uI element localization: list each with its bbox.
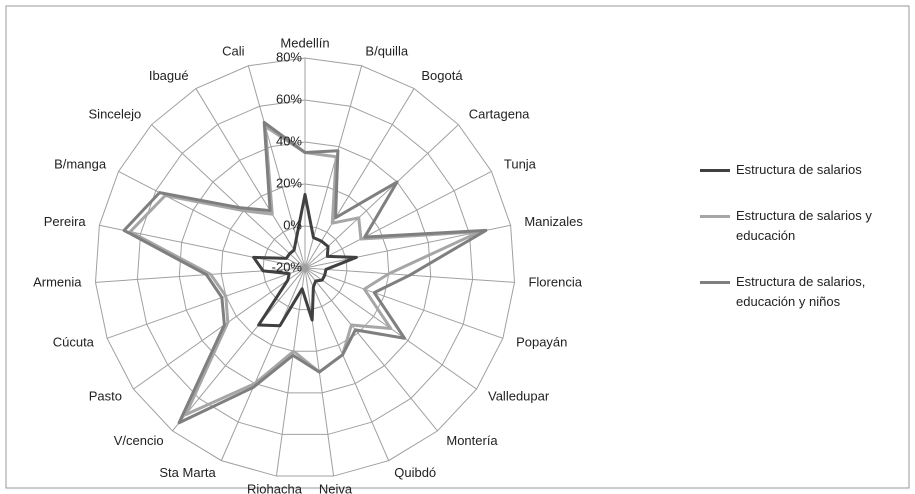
category-label: Pasto: [89, 389, 122, 404]
legend-label: Estructura de salarios: [736, 162, 862, 177]
category-label: B/manga: [54, 156, 107, 171]
spoke: [118, 170, 306, 269]
category-label: Medellín: [280, 35, 329, 50]
spoke: [304, 65, 363, 269]
spoke: [304, 267, 438, 432]
r-tick-label: 0%: [283, 217, 302, 232]
series-line: [252, 193, 358, 328]
spoke: [304, 124, 459, 269]
category-label: Popayán: [516, 334, 567, 349]
category-label: Sincelejo: [89, 107, 142, 122]
category-label: Montería: [446, 433, 498, 448]
category-label: Cartagena: [469, 107, 530, 122]
legend: Estructura de salarios Estructura de sala…: [700, 160, 905, 338]
category-label: Neiva: [319, 481, 353, 494]
legend-swatch: [700, 215, 730, 218]
spoke: [304, 170, 492, 269]
r-tick-label: 20%: [276, 175, 302, 190]
category-label: Valledupar: [488, 389, 550, 404]
spoke: [247, 65, 306, 269]
grid-ring: [94, 57, 516, 477]
spoke: [220, 267, 306, 461]
grid-ring: [136, 99, 474, 435]
spoke: [133, 267, 306, 390]
category-label: Cali: [222, 44, 245, 59]
category-label: Bogotá: [421, 68, 463, 83]
category-label: V/cencio: [114, 433, 164, 448]
category-label: Ibagué: [149, 68, 189, 83]
grid-ring: [178, 141, 432, 394]
category-label: Manizales: [524, 214, 583, 229]
legend-label: Estructura de salarios, educación y niño…: [736, 274, 866, 309]
category-label: Florencia: [528, 275, 582, 290]
spoke: [304, 267, 504, 339]
spoke: [151, 124, 306, 269]
category-label: B/quilla: [365, 44, 408, 59]
spoke: [106, 267, 306, 339]
r-tick-label: 60%: [276, 91, 302, 106]
r-tick-label: -20%: [272, 259, 303, 274]
category-label: Quibdó: [394, 465, 436, 480]
category-label: Sta Marta: [159, 465, 216, 480]
series-line: [122, 120, 488, 425]
spoke: [304, 88, 415, 269]
category-label: Pereira: [44, 214, 87, 229]
grid-ring: [220, 183, 390, 352]
category-label: Armenia: [33, 275, 82, 290]
r-tick-label: 40%: [276, 133, 302, 148]
r-tick-label: 80%: [276, 49, 302, 64]
legend-item: Estructura de salarios y educación: [700, 206, 905, 246]
legend-label: Estructura de salarios y educación: [736, 208, 872, 243]
spoke: [195, 88, 306, 269]
legend-swatch: [700, 169, 730, 172]
series-line: [128, 124, 482, 417]
spoke: [304, 267, 390, 461]
category-label: Cúcuta: [53, 334, 95, 349]
grid-ring: [262, 225, 348, 311]
category-label: Riohacha: [247, 481, 303, 494]
spoke: [275, 267, 306, 477]
legend-item: Estructura de salarios: [700, 160, 905, 180]
spoke: [172, 267, 306, 432]
legend-swatch: [700, 281, 730, 284]
legend-item: Estructura de salarios, educación y niño…: [700, 272, 905, 312]
category-label: Tunja: [504, 156, 537, 171]
